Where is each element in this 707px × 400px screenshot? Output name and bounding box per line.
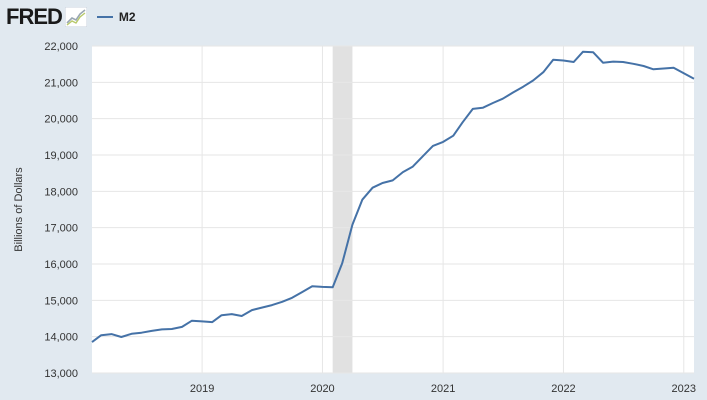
series-layer	[89, 49, 697, 345]
data-point[interactable]	[129, 331, 135, 337]
y-tick-label: 18,000	[44, 186, 78, 198]
legend-swatch-m2	[96, 16, 113, 18]
y-tick-label: 14,000	[44, 332, 78, 344]
data-point[interactable]	[671, 65, 677, 71]
data-point[interactable]	[620, 59, 626, 65]
gridlines	[92, 45, 694, 374]
data-point[interactable]	[159, 326, 165, 332]
data-point[interactable]	[530, 78, 536, 84]
y-tick-label: 15,000	[44, 295, 78, 307]
y-tick-label: 22,000	[44, 41, 78, 53]
data-point[interactable]	[229, 311, 235, 317]
y-tick-label: 17,000	[44, 223, 78, 235]
trend-chart-icon	[64, 7, 87, 27]
data-point[interactable]	[540, 69, 546, 75]
data-point[interactable]	[149, 328, 155, 334]
data-point[interactable]	[289, 295, 295, 301]
data-point[interactable]	[571, 59, 577, 65]
x-axis-ticks: 2019 2020 2021 2022 2023	[190, 383, 696, 395]
data-point[interactable]	[138, 330, 144, 336]
data-point[interactable]	[400, 169, 406, 175]
data-point[interactable]	[450, 133, 456, 139]
data-point[interactable]	[108, 331, 114, 337]
y-axis-label: Billions of Dollars	[13, 167, 25, 252]
data-point[interactable]	[179, 324, 185, 330]
data-point[interactable]	[650, 66, 656, 72]
recession-shading	[332, 46, 353, 373]
x-tick-label: 2023	[672, 383, 696, 395]
x-tick-label: 2019	[190, 383, 214, 395]
data-point[interactable]	[379, 180, 385, 186]
recession-band-0	[332, 46, 353, 373]
data-point[interactable]	[370, 185, 376, 191]
data-point[interactable]	[209, 319, 215, 325]
data-point[interactable]	[630, 61, 636, 67]
y-tick-label: 20,000	[44, 114, 78, 126]
y-tick-label: 19,000	[44, 150, 78, 162]
data-point[interactable]	[279, 299, 285, 305]
fred-logo[interactable]: FRED	[6, 4, 63, 29]
data-point[interactable]	[560, 58, 566, 64]
y-axis-ticks: 13,000 14,000 15,000 16,000 17,000 18,000 19,0…	[44, 41, 78, 380]
data-point[interactable]	[410, 164, 416, 170]
data-point[interactable]	[600, 60, 606, 66]
data-point[interactable]	[580, 49, 586, 55]
data-point[interactable]	[299, 289, 305, 295]
data-point[interactable]	[641, 63, 647, 69]
header: FRED M2	[6, 4, 136, 30]
series-line-m2[interactable]	[91, 50, 695, 343]
data-point[interactable]	[189, 318, 195, 324]
data-point[interactable]	[169, 326, 175, 332]
legend-label-m2: M2	[118, 10, 136, 24]
legend: M2	[96, 10, 136, 24]
data-point[interactable]	[440, 139, 446, 145]
y-tick-label: 13,000	[44, 368, 78, 380]
data-point[interactable]	[239, 313, 245, 319]
y-tick-label: 16,000	[44, 259, 78, 271]
data-point[interactable]	[339, 260, 345, 266]
data-point[interactable]	[359, 197, 365, 203]
data-point[interactable]	[219, 312, 225, 318]
data-point[interactable]	[199, 318, 205, 324]
y-tick-label: 21,000	[44, 77, 78, 89]
data-point[interactable]	[510, 90, 516, 96]
data-point[interactable]	[691, 76, 697, 82]
data-point[interactable]	[420, 153, 426, 159]
data-point[interactable]	[590, 49, 596, 55]
data-point[interactable]	[520, 84, 526, 90]
data-point[interactable]	[470, 106, 476, 112]
data-point[interactable]	[460, 119, 466, 125]
data-point[interactable]	[480, 105, 486, 111]
data-point[interactable]	[500, 96, 506, 102]
data-point[interactable]	[349, 222, 355, 228]
data-point[interactable]	[490, 100, 496, 106]
x-tick-label: 2020	[310, 383, 334, 395]
data-point[interactable]	[319, 284, 325, 290]
data-point[interactable]	[390, 177, 396, 183]
data-point[interactable]	[610, 59, 616, 65]
data-point[interactable]	[259, 305, 265, 311]
data-point[interactable]	[269, 302, 275, 308]
data-point[interactable]	[550, 57, 556, 63]
data-point[interactable]	[330, 284, 336, 290]
data-point[interactable]	[249, 307, 255, 313]
data-point[interactable]	[89, 339, 95, 345]
data-point[interactable]	[430, 143, 436, 149]
data-point[interactable]	[681, 70, 687, 76]
data-point[interactable]	[118, 334, 124, 340]
plot-area	[92, 46, 694, 373]
x-tick-label: 2022	[551, 383, 575, 395]
data-point[interactable]	[309, 283, 315, 289]
data-point[interactable]	[98, 332, 104, 338]
x-tick-label: 2021	[431, 383, 455, 395]
data-point[interactable]	[661, 66, 667, 72]
